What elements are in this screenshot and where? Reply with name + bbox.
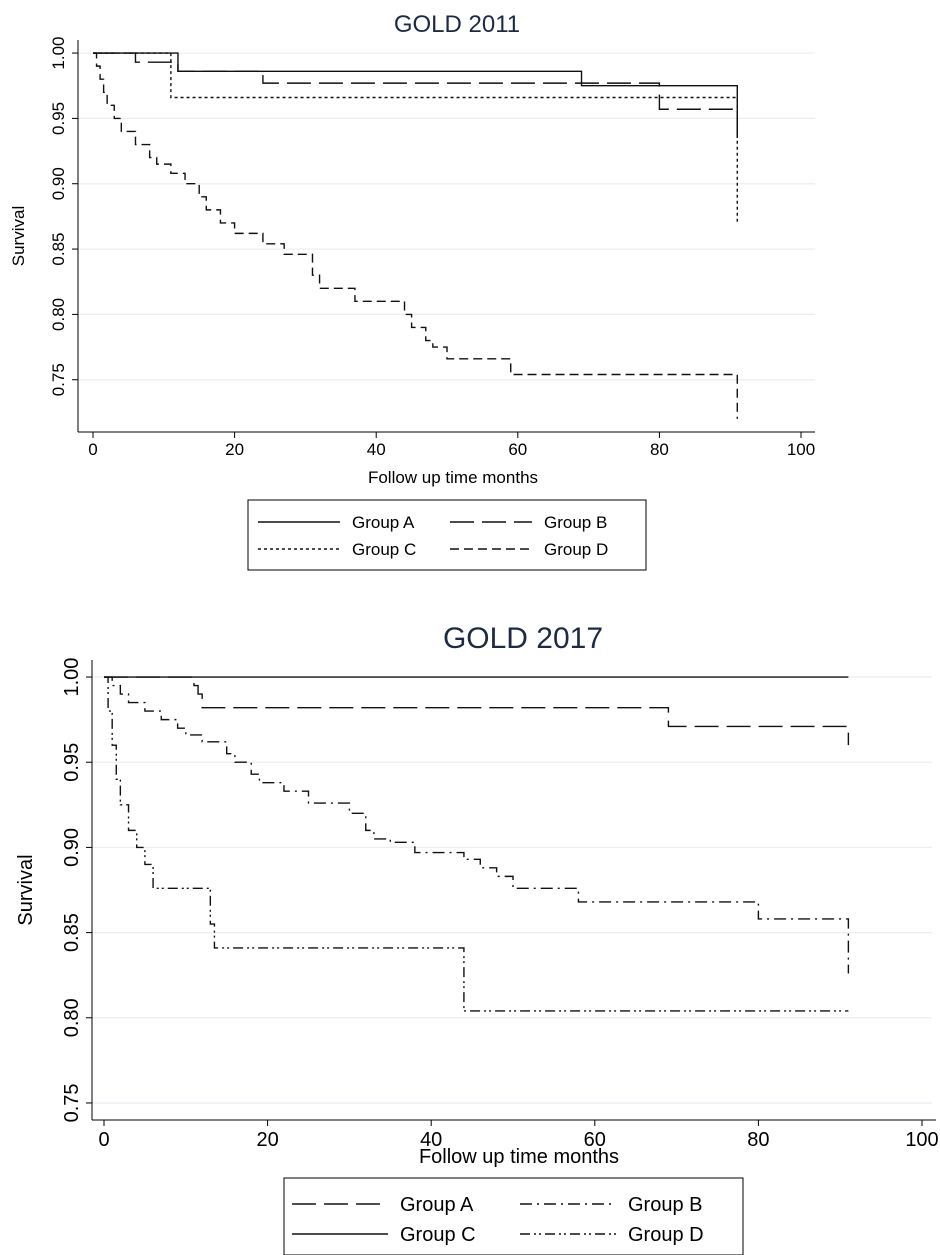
y-tick-label: 1.00 [61,658,83,697]
x-tick-label: 60 [508,440,527,459]
x-tick-label: 80 [650,440,669,459]
y-axis-label: Survival [9,206,28,266]
x-tick-label: 0 [88,440,97,459]
y-tick-label: 0.80 [49,298,68,331]
x-tick-label: 100 [905,1129,938,1151]
legend-label: Group C [400,1224,476,1246]
y-tick-label: 1.00 [49,37,68,70]
x-tick-label: 0 [98,1129,109,1151]
series-line-group-a [104,676,850,746]
x-axis-label: Follow up time months [419,1146,619,1168]
y-tick-label: 0.85 [49,233,68,266]
legend-label: Group A [352,513,415,532]
y-axis-label: Survival [15,854,37,925]
x-tick-label: 20 [256,1129,278,1151]
series-line-group-c [93,52,738,223]
series-line-group-b [93,52,738,138]
y-tick-label: 0.90 [61,828,83,867]
x-tick-label: 60 [584,1129,606,1151]
legend-label: Group A [400,1194,474,1216]
legend-label: Group C [352,540,416,559]
legend-box [247,499,647,571]
y-tick-label: 0.95 [61,743,83,782]
legend: Group A Group B Group C Group D [247,499,647,571]
x-tick-label: 40 [367,440,386,459]
x-tick-label: 100 [787,440,815,459]
legend: Group A Group B Group C Group D [283,1177,744,1255]
y-tick-label: 0.95 [49,102,68,135]
legend-box [283,1177,744,1255]
chart-title: GOLD 2011 [394,11,520,38]
series-line-group-a [93,52,738,138]
legend-label: Group B [544,513,607,532]
chart-title: GOLD 2017 [443,622,603,655]
chart-1: GOLD 2011 0.75 0.80 0.85 0.90 0.95 1.00 0 20 40 60… [9,11,815,571]
y-tick-label: 0.90 [49,167,68,200]
legend-label: Group B [628,1194,702,1216]
x-axis-label: Follow up time months [368,468,538,487]
x-tick-label: 80 [747,1129,769,1151]
y-tick-label: 0.75 [61,1083,83,1122]
x-tick-label: 20 [225,440,244,459]
series-line-group-b [104,676,850,974]
legend-label: Group D [544,540,608,559]
legend-label: Group D [628,1224,704,1246]
chart-2: GOLD 2017 0.75 0.80 0.85 0.90 0.95 1.00 0 20 40 60… [15,622,939,1255]
y-tick-label: 0.75 [49,363,68,396]
y-tick-label: 0.80 [61,998,83,1037]
series-line-group-d [104,676,849,1012]
y-tick-label: 0.85 [61,913,83,952]
x-tick-label: 40 [420,1129,442,1151]
series-line-group-d [93,52,738,419]
